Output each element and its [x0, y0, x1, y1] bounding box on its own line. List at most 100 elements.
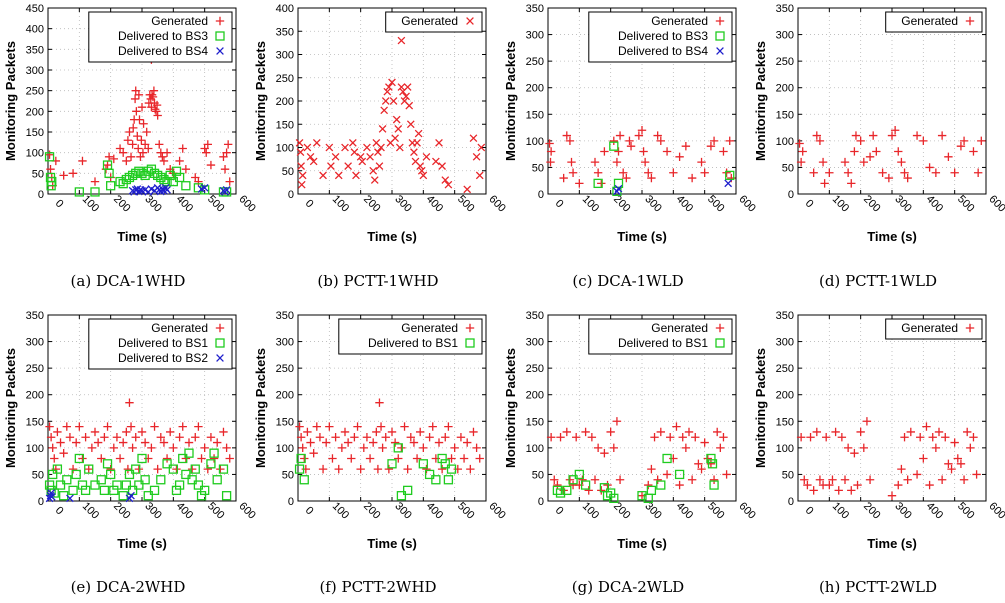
x-axis-label: Time (s)	[367, 229, 417, 244]
data-point	[131, 464, 141, 474]
data-point	[44, 480, 55, 490]
caption-letter: (h)	[818, 578, 841, 596]
legend-label: Delivered to BS2	[118, 351, 208, 365]
legend-label: Delivered to BS4	[618, 44, 708, 58]
data-point	[859, 157, 868, 167]
y-tick-label: 200	[26, 106, 44, 118]
y-tick-label: 150	[276, 119, 294, 131]
data-point	[142, 127, 151, 137]
data-point	[216, 464, 225, 474]
data-point	[385, 83, 393, 91]
x-tick-label: 200	[861, 500, 882, 521]
data-point	[865, 475, 875, 484]
data-point	[175, 156, 184, 166]
data-point	[568, 168, 578, 177]
legend-marker	[466, 17, 474, 25]
data-point	[919, 136, 928, 146]
data-point	[612, 417, 622, 426]
data-point	[362, 433, 372, 442]
data-point	[656, 480, 666, 490]
data-point	[687, 475, 697, 484]
data-point	[149, 485, 160, 496]
y-tick-label: 100	[776, 443, 794, 455]
data-point	[300, 454, 309, 463]
data-point	[191, 433, 200, 442]
data-point	[639, 147, 648, 156]
legend-label: Generated	[401, 14, 458, 28]
data-point	[133, 131, 142, 141]
y-tick-label: 50	[532, 162, 544, 174]
data-point	[897, 157, 906, 167]
data-point	[425, 433, 434, 442]
data-point	[174, 172, 185, 183]
data-point	[169, 443, 178, 453]
data-point	[200, 443, 209, 453]
data-point	[106, 469, 116, 480]
data-point	[156, 475, 166, 485]
data-point	[800, 475, 809, 484]
data-point	[912, 470, 922, 479]
legend-marker	[715, 16, 725, 26]
data-point	[916, 433, 925, 442]
data-point	[903, 475, 912, 484]
caption-h: (h) PCTT-2WLD	[753, 578, 1003, 596]
y-tick-label: 50	[32, 168, 44, 180]
y-tick-label: 0	[538, 189, 544, 201]
y-tick-label: 0	[538, 496, 544, 508]
data-point	[647, 464, 656, 474]
data-point	[919, 454, 928, 463]
data-point	[887, 131, 897, 140]
data-point	[403, 83, 412, 91]
data-point	[222, 148, 231, 157]
y-tick-label: 200	[276, 96, 294, 108]
series-2	[613, 179, 733, 196]
data-point	[798, 147, 807, 156]
data-point	[614, 147, 623, 156]
y-tick-label: 250	[26, 86, 44, 98]
data-point	[46, 433, 56, 442]
data-point	[392, 115, 401, 124]
data-point	[475, 171, 484, 180]
data-point	[562, 131, 571, 140]
y-tick-label: 100	[26, 148, 44, 160]
data-point	[134, 90, 144, 99]
data-point	[666, 433, 675, 442]
data-point	[403, 464, 412, 474]
data-point	[897, 464, 906, 474]
data-point	[137, 168, 147, 178]
data-point	[815, 136, 825, 146]
data-point	[394, 125, 403, 133]
legend-label: Generated	[401, 321, 458, 335]
data-point	[546, 147, 556, 156]
data-point	[112, 433, 122, 442]
legend-label: Generated	[901, 14, 958, 28]
data-point	[416, 427, 425, 437]
data-point	[562, 427, 571, 437]
y-tick-label: 150	[526, 416, 544, 428]
data-point	[162, 148, 172, 157]
data-point	[48, 469, 58, 480]
data-point	[99, 485, 110, 496]
data-point	[178, 144, 187, 153]
data-point	[203, 140, 212, 149]
data-point	[363, 143, 371, 152]
y-tick-label: 0	[288, 189, 294, 201]
caption-letter: (e)	[70, 578, 92, 596]
data-point	[472, 152, 481, 161]
data-point	[295, 138, 304, 147]
data-point	[719, 433, 728, 442]
data-point	[795, 139, 804, 148]
data-point	[416, 162, 425, 170]
data-point	[56, 438, 65, 447]
data-point	[725, 136, 734, 146]
data-point	[716, 443, 725, 453]
caption-c: (c) DCA-1WLD	[503, 272, 753, 290]
data-point	[545, 139, 554, 148]
data-point	[112, 480, 122, 490]
y-tick-label: 250	[276, 73, 294, 85]
data-point	[587, 433, 597, 442]
y-tick-label: 100	[526, 443, 544, 455]
data-point	[150, 422, 159, 431]
data-point	[422, 464, 431, 474]
data-point	[62, 475, 72, 485]
